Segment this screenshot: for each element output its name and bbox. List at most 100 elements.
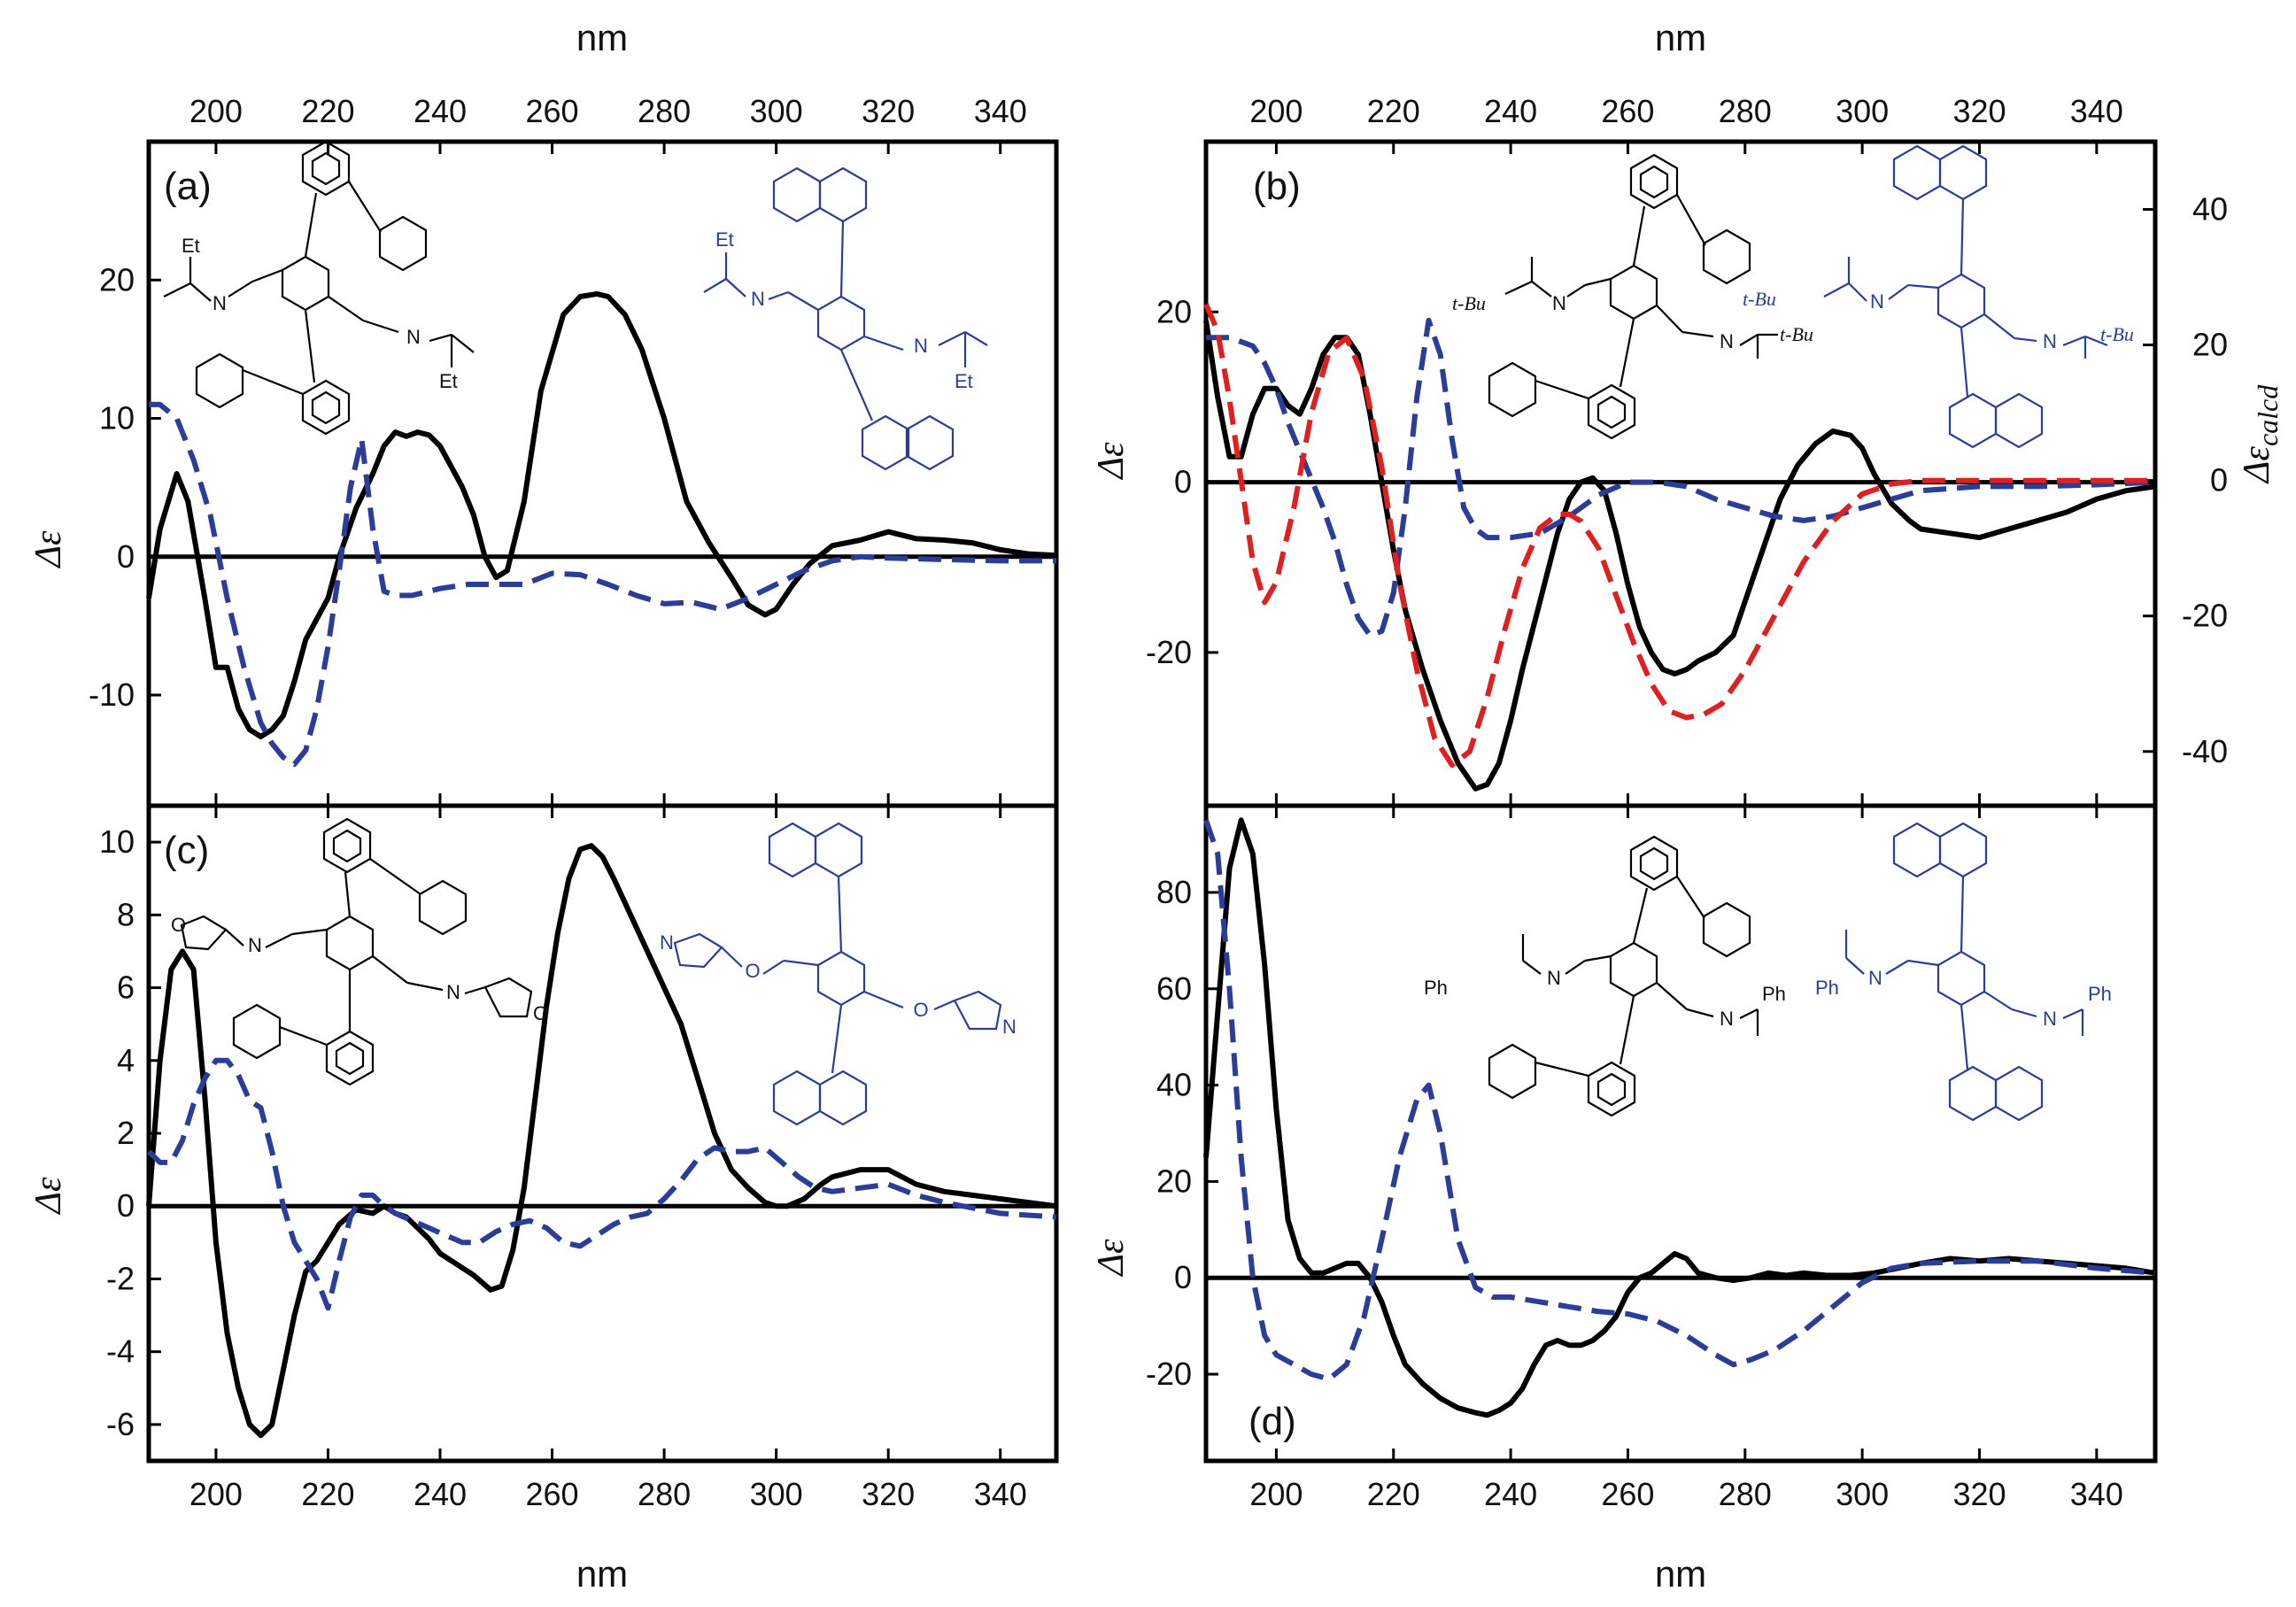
panel-b-x-tick-label: 220 (1367, 93, 1420, 129)
panel-d-y-tick-label: 80 (1156, 874, 1192, 910)
panel-a-mol-blue-label-n2: N (914, 335, 928, 357)
panel-d-x-tick-label: 220 (1367, 1476, 1420, 1512)
panel-b-x-axis-label-top: nm (1655, 17, 1706, 58)
panel-b-mol-black-label-tbu1: t-Bu (1452, 292, 1486, 314)
panel-c-x-ticks-bottom: 200 220 240 260 280 300 320 340 (189, 1449, 1027, 1512)
panel-c-y-tick-label: 0 (117, 1187, 135, 1224)
panel-b-molecule-biphenyl (1488, 153, 1778, 440)
panel-b-molecule-naphthyl (1823, 144, 2108, 449)
panel-d-series (1203, 817, 2156, 1418)
panel-d-y-tick-label: 60 (1156, 970, 1192, 1007)
panel-d-x-tick-label: 200 (1249, 1476, 1303, 1512)
panel-b-y2-axis-label-subscript: calcd (2252, 384, 2284, 446)
panel-b-x-tick-label: 340 (2070, 93, 2123, 129)
panel-c-mol-blue-label-o1: N (660, 931, 674, 954)
panel-c-y-ticks: 10 8 6 4 2 0 -2 -4 -6 (99, 823, 161, 1442)
panel-c-mol-blue-label-n1: O (745, 960, 760, 982)
panel-d-mol-blue-label-n1: N (1868, 967, 1882, 989)
panel-c-y-tick-label: 8 (117, 896, 135, 932)
panel-d-y-tick-label: 20 (1156, 1163, 1192, 1199)
panel-a-mol-blue-label-et1: Et (715, 228, 734, 251)
panel-c-mol-black-label-n1: N (248, 934, 262, 956)
panel-c-x-tick-label: 280 (638, 1476, 691, 1512)
panel-a-mol-black-label-et1: Et (182, 235, 200, 257)
panel-a-mol-black-label-n1: N (213, 292, 227, 314)
panel-b-series-line-0 (1203, 320, 2156, 792)
panel-a-label: (a) (164, 165, 212, 208)
panel-c-x-tick-label: 340 (974, 1476, 1027, 1512)
panel-b-y-tick-label: 20 (1156, 293, 1192, 329)
panel-a-y-tick-label: 20 (99, 261, 135, 297)
panel-b-mol-black-label-n1: N (1552, 292, 1566, 314)
panel-b-x-ticks-top: 200 220 240 260 280 300 320 340 (1249, 93, 2123, 154)
panel-a-x-axis-label-top: nm (576, 17, 628, 58)
panel-b-label: (b) (1253, 165, 1301, 208)
panel-c-y-tick-label: 6 (117, 970, 135, 1006)
panel-c-mol-blue-label-o2: N (1002, 1016, 1017, 1038)
panel-a-series (146, 290, 1057, 768)
panel-a-y-tick-label: -10 (89, 676, 135, 713)
panel-a-mol-black-label-n2: N (406, 326, 421, 348)
panel-a-series-line-1 (149, 401, 1056, 768)
panel-c-mol-black-label-o1: O (171, 914, 186, 936)
panel-b-x-tick-label: 280 (1719, 93, 1772, 129)
panel-a-y-ticks: 20 10 0 -10 (89, 261, 161, 713)
panel-b-series-line-2 (1203, 303, 2155, 769)
panel-d-mol-blue-label-ph1: Ph (1815, 977, 1839, 999)
panel-b-y2-tick-label: 40 (2192, 191, 2228, 228)
panel-a-molecule-biphenyl (163, 140, 475, 436)
panel-d-mol-black-label-n1: N (1547, 967, 1561, 989)
panel-a-x-tick-label: 220 (301, 93, 354, 129)
panel-b-y-tick-label: -20 (1146, 634, 1192, 670)
panel-c-y-tick-label: -4 (106, 1333, 135, 1370)
panel-c-x-tick-label: 260 (526, 1476, 579, 1512)
panel-d-x-tick-label: 280 (1719, 1476, 1772, 1512)
panel-b-series (1203, 303, 2156, 792)
panel-a-mol-blue-label-et2: Et (955, 370, 973, 392)
panel-a-x-tick-label: 300 (750, 93, 803, 129)
panel-d-x-axis-label-bottom: nm (1655, 1553, 1706, 1595)
panel-c-series-line-1 (146, 1057, 1057, 1311)
panel-a-y-tick-label: 0 (117, 538, 135, 575)
panel-b-mol-black-label-n2: N (1720, 330, 1734, 352)
panel-d-y-tick-label: 40 (1156, 1067, 1192, 1103)
panel-a-x-ticks-top: 200 220 240 260 280 300 320 340 (189, 93, 1027, 154)
panel-a-x-tick-label: 200 (189, 93, 243, 129)
panel-d-series-line-0 (1203, 817, 2156, 1418)
panel-d-mol-black-label-n2: N (1720, 1008, 1734, 1030)
panel-d-x-tick-label: 260 (1601, 1476, 1654, 1512)
panel-b-x-tick-label: 320 (1952, 93, 2006, 129)
panel-d-x-tick-label: 300 (1836, 1476, 1889, 1512)
panel-a-x-tick-label: 280 (638, 93, 691, 129)
panel-b-y2-tick-label: -20 (2182, 598, 2228, 634)
panel-c-x-tick-label: 320 (862, 1476, 915, 1512)
panel-a-series-line-0 (146, 290, 1057, 739)
panel-d-x-tick-label: 320 (1952, 1476, 2006, 1512)
panel-d-x-ticks-bottom: 200 220 240 260 280 300 320 340 (1249, 1449, 2123, 1512)
panel-a-x-tick-label: 260 (526, 93, 579, 129)
panel-b-x-tick-label: 300 (1836, 93, 1889, 129)
panel-a-x-tick-label: 240 (414, 93, 467, 129)
panel-c-y-axis-label: Δε (28, 1177, 69, 1216)
panel-a-y-axis-label: Δε (28, 530, 69, 569)
panel-d-y-tick-label: 0 (1174, 1259, 1192, 1295)
panel-d-x-tick-label: 240 (1484, 1476, 1537, 1512)
panel-d-y-ticks: 80 60 40 20 0 -20 (1146, 874, 1218, 1392)
panel-b-series-line-1 (1206, 317, 2156, 638)
panel-b-y-tick-label: 0 (1174, 464, 1192, 500)
panel-c-mol-black-label-o2: O (533, 1002, 548, 1024)
panel-c-y-tick-label: -6 (106, 1406, 135, 1442)
panel-d-y-axis-label: Δε (1091, 1239, 1132, 1278)
panel-a-mol-black-label-et2: Et (439, 370, 458, 392)
panel-b-y2-ticks: 40 20 0 -20 -40 (2143, 191, 2228, 769)
panel-b-x-tick-label: 260 (1601, 93, 1654, 129)
panel-c-mol-blue-label-n2: O (913, 999, 928, 1021)
panel-a-mol-blue-label-n1: N (751, 288, 765, 310)
panel-c-x-tick-label: 300 (750, 1476, 803, 1512)
panel-b-y2-axis-label: Δεcalcd (2237, 384, 2284, 485)
panel-b-x-tick-label: 200 (1249, 93, 1303, 129)
panel-b-y2-axis-label-symbol: Δε (2237, 446, 2277, 485)
panel-d-x-tick-label: 340 (2070, 1476, 2123, 1512)
panel-d-series-line-1 (1203, 819, 2156, 1382)
